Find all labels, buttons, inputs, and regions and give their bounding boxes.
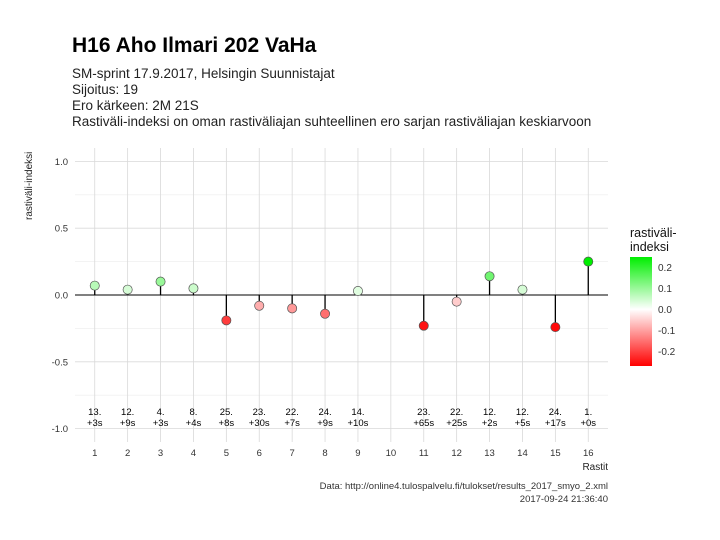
x-tick-label: 12 xyxy=(451,448,462,459)
x-tick-label: 13 xyxy=(484,448,495,459)
legend-tick-label: 0.1 xyxy=(658,284,672,295)
y-tick-label: 0.5 xyxy=(55,224,68,235)
split-rank-label: 22. xyxy=(450,407,463,418)
x-tick-label: 7 xyxy=(289,448,294,459)
subtitle-gap-to-leader: Ero kärkeen: 2M 21S xyxy=(72,98,199,113)
split-rank-label: 12. xyxy=(483,407,496,418)
x-tick-label: 4 xyxy=(191,448,196,459)
x-tick-label: 6 xyxy=(257,448,262,459)
lollipop-point xyxy=(254,300,265,311)
y-tick-label: 1.0 xyxy=(55,157,68,168)
split-rank-label: 22. xyxy=(286,407,299,418)
split-rank-label: 25. xyxy=(220,407,233,418)
y-tick-label: 0.0 xyxy=(55,291,68,302)
x-tick-label: 1 xyxy=(92,448,97,459)
split-diff-label: +5s xyxy=(515,418,531,429)
split-diff-label: +3s xyxy=(153,418,169,429)
split-diff-label: +17s xyxy=(545,418,566,429)
x-tick-label: 10 xyxy=(386,448,397,459)
x-tick-label: 2 xyxy=(125,448,130,459)
split-diff-label: +10s xyxy=(348,418,369,429)
data-source: Data: http://online4.tulospalvelu.fi/tul… xyxy=(319,481,608,492)
split-diff-label: +25s xyxy=(446,418,467,429)
subtitle-index-description: Rastiväli-indeksi on oman rastiväliajan … xyxy=(72,114,592,129)
split-rank-label: 24. xyxy=(318,407,331,418)
split-diff-label: +3s xyxy=(87,418,103,429)
legend-tick-label: 0.0 xyxy=(658,305,672,316)
legend-title: rastiväli- indeksi xyxy=(630,226,677,254)
y-tick-label: -0.5 xyxy=(52,357,68,368)
x-tick-label: 9 xyxy=(355,448,360,459)
legend-tick-label: 0.2 xyxy=(658,263,672,274)
lollipop-point xyxy=(353,286,363,296)
y-tick-label: -1.0 xyxy=(52,424,68,435)
legend-title-line2: indeksi xyxy=(630,240,669,254)
lollipop-point xyxy=(583,256,594,267)
split-rank-label: 23. xyxy=(253,407,266,418)
lollipop-point xyxy=(550,322,561,333)
legend-color-bar xyxy=(630,257,652,366)
legend-title-line1: rastiväli- xyxy=(630,226,677,240)
split-diff-label: +30s xyxy=(249,418,270,429)
split-diff-label: +0s xyxy=(580,418,596,429)
x-tick-label: 14 xyxy=(517,448,528,459)
legend-tick-label: -0.2 xyxy=(658,347,676,358)
split-diff-label: +2s xyxy=(482,418,498,429)
lollipop-point xyxy=(320,308,330,319)
x-tick-label: 15 xyxy=(550,448,561,459)
x-tick-label: 5 xyxy=(224,448,229,459)
split-rank-label: 1. xyxy=(584,407,592,418)
lollipop-point xyxy=(287,303,298,314)
split-diff-label: +8s xyxy=(219,418,235,429)
x-tick-label: 16 xyxy=(583,448,594,459)
split-diff-label: +9s xyxy=(317,418,333,429)
lollipop-point xyxy=(484,271,495,282)
lollipop-point xyxy=(517,284,528,295)
split-rank-label: 12. xyxy=(121,407,134,418)
page-title: H16 Aho Ilmari 202 VaHa xyxy=(72,34,317,57)
split-rank-label: 8. xyxy=(189,407,197,418)
lollipop-point xyxy=(418,320,429,331)
split-rank-label: 12. xyxy=(516,407,529,418)
x-tick-label: 3 xyxy=(158,448,163,459)
split-rank-label: 24. xyxy=(549,407,562,418)
split-rank-label: 23. xyxy=(417,407,430,418)
legend-tick-label: -0.1 xyxy=(658,326,676,337)
split-rank-label: 4. xyxy=(157,407,165,418)
x-tick-label: 11 xyxy=(419,448,429,459)
x-tick-label: 8 xyxy=(322,448,327,459)
split-diff-label: +7s xyxy=(284,418,300,429)
subtitle-event: SM-sprint 17.9.2017, Helsingin Suunnista… xyxy=(72,66,335,81)
split-diff-label: +65s xyxy=(413,418,434,429)
x-axis-label: Rastit xyxy=(582,462,608,473)
lollipop-point xyxy=(89,280,100,291)
timestamp: 2017-09-24 21:36:40 xyxy=(519,494,608,505)
split-rank-label: 13. xyxy=(88,407,101,418)
lollipop-point xyxy=(221,315,232,326)
lollipop-point xyxy=(451,296,462,307)
lollipop-point xyxy=(155,276,166,287)
split-diff-label: +4s xyxy=(186,418,202,429)
split-rank-label: 14. xyxy=(351,407,364,418)
split-diff-label: +9s xyxy=(120,418,136,429)
lollipop-point xyxy=(122,284,133,295)
subtitle-placement: Sijoitus: 19 xyxy=(72,82,139,97)
lollipop-point xyxy=(188,283,199,294)
